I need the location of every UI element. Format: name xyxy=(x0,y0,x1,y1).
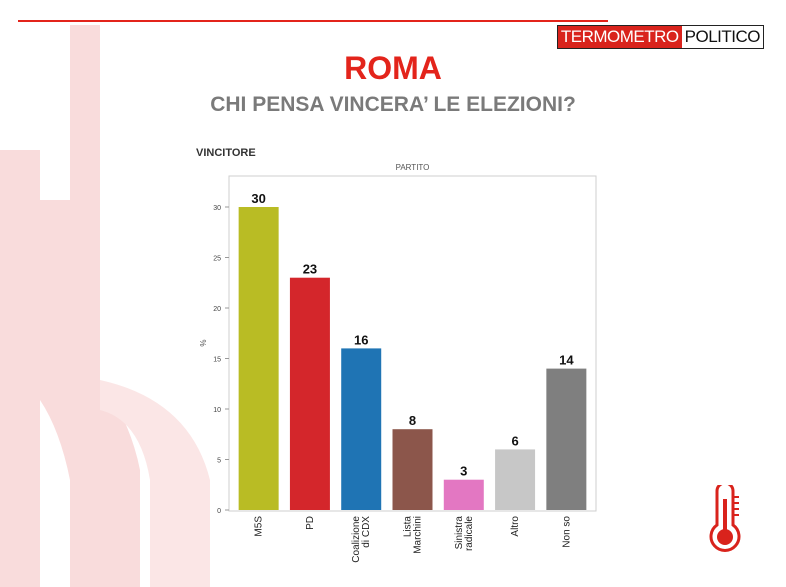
bar xyxy=(443,479,484,510)
bar xyxy=(238,207,279,510)
x-tick-label: Altro xyxy=(510,516,521,537)
x-tick-label: Marchini xyxy=(413,516,424,554)
bar-value-label: 23 xyxy=(303,262,317,277)
y-tick-label: 20 xyxy=(213,306,221,313)
y-tick-label: 25 xyxy=(213,256,221,263)
x-tick-label: Lista xyxy=(403,516,414,538)
page-title: ROMA xyxy=(344,50,442,86)
bar-value-label: 30 xyxy=(251,191,265,206)
y-tick-label: 0 xyxy=(217,508,221,515)
brand-logo: TERMOMETRO POLITICO xyxy=(556,25,764,49)
x-tick-label: di CDX xyxy=(361,516,372,548)
brand-logo-part2: POLITICO xyxy=(681,26,763,48)
x-tick-label: Coalizione xyxy=(351,516,362,563)
brand-logo-part1: TERMOMETRO xyxy=(557,26,682,48)
bar-value-label: 6 xyxy=(511,433,518,448)
y-tick-label: 30 xyxy=(213,205,221,212)
x-tick-label: radicale xyxy=(464,516,475,551)
x-tick-label: M5S xyxy=(254,516,265,537)
top-rule xyxy=(18,20,608,22)
y-tick-label: 15 xyxy=(213,357,221,364)
x-tick-label: PD xyxy=(305,516,316,530)
bar xyxy=(289,277,330,510)
y-tick-label: 10 xyxy=(213,407,221,414)
x-tick-label: Non so xyxy=(561,516,572,548)
bar xyxy=(392,429,433,510)
bar xyxy=(341,348,382,510)
bar-value-label: 14 xyxy=(559,353,574,368)
bar xyxy=(546,368,587,510)
bar-value-label: 8 xyxy=(409,413,416,428)
bar-value-label: 3 xyxy=(460,464,467,479)
thermometer-icon xyxy=(709,485,741,552)
bar-value-label: 16 xyxy=(354,332,368,347)
chart-heading: VINCITORE xyxy=(196,147,256,159)
page-subtitle: CHI PENSA VINCERA’ LE ELEZIONI? xyxy=(210,93,576,116)
y-tick-label: 5 xyxy=(217,458,221,465)
chart-title: PARTITO xyxy=(396,163,430,172)
bar xyxy=(495,449,536,510)
y-axis-label: % xyxy=(199,339,208,346)
x-tick-label: Sinistra xyxy=(454,516,465,550)
